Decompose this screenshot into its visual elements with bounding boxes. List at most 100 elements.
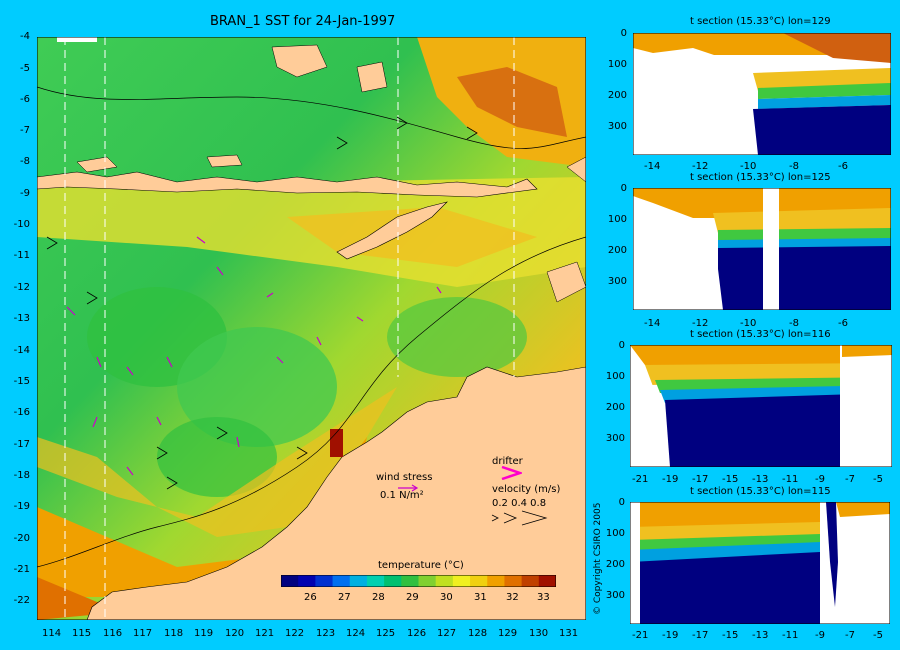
lon-label: 126	[407, 628, 427, 639]
depth-tick: 300	[607, 121, 627, 132]
lat-label: -18	[13, 470, 30, 481]
lon-label: 118	[164, 628, 184, 639]
colorbar-swatch	[435, 575, 454, 587]
depth-tick: 0	[618, 340, 625, 351]
lat-tick: -14	[644, 318, 661, 329]
depth-tick: 0	[620, 183, 627, 194]
depth-tick: 300	[607, 276, 627, 287]
lat-tick: -15	[722, 630, 739, 641]
lon-label: 129	[498, 628, 518, 639]
depth-tick: 300	[605, 433, 625, 444]
colorbar-tick: 27	[338, 592, 351, 603]
lat-label: -7	[20, 125, 30, 136]
lat-tick: -9	[815, 630, 825, 641]
sst-map	[37, 37, 586, 620]
lat-tick: -6	[838, 161, 848, 172]
lat-tick: -5	[873, 630, 883, 641]
lat-label: -5	[20, 63, 30, 74]
lat-tick: -15	[722, 474, 739, 485]
lat-tick: -5	[873, 474, 883, 485]
lat-label: -15	[13, 376, 30, 387]
lat-tick: -14	[644, 161, 661, 172]
depth-tick: 100	[607, 214, 627, 225]
depth-tick: 100	[605, 528, 625, 539]
copyright: © Copyright CSIRO 2005	[593, 502, 603, 615]
colorbar-tick: 31	[474, 592, 487, 603]
timor-island	[336, 201, 448, 260]
section-title-3: t section (15.33°C) lon=116	[690, 329, 831, 340]
section-panel-1	[633, 33, 891, 155]
velocity-values: 0.2 0.4 0.8	[492, 498, 547, 509]
lat-label: -6	[20, 94, 30, 105]
lat-tick: -21	[632, 474, 649, 485]
colorbar-tick: 29	[406, 592, 419, 603]
lat-label: -13	[13, 313, 30, 324]
colorbar-tick: 32	[506, 592, 519, 603]
colorbar	[281, 575, 556, 587]
lat-tick: -8	[789, 161, 799, 172]
colorbar-swatch	[452, 575, 471, 587]
drifter-label: drifter	[492, 456, 523, 467]
lon-label: 130	[529, 628, 549, 639]
lat-label: -8	[20, 156, 30, 167]
colorbar-swatch	[281, 575, 299, 587]
lat-tick: -19	[662, 474, 679, 485]
lon-label: 124	[346, 628, 366, 639]
section-panel-4	[630, 502, 890, 624]
lat-label: -19	[13, 501, 30, 512]
section-title-2: t section (15.33°C) lon=125	[690, 172, 831, 183]
drifter-arrow-icon	[501, 466, 522, 480]
lon-label: 116	[103, 628, 123, 639]
lat-tick: -13	[752, 474, 769, 485]
depth-tick: 200	[607, 245, 627, 256]
lon-label: 114	[42, 628, 62, 639]
island-chain	[37, 171, 538, 198]
lat-label: -12	[13, 282, 30, 293]
lat-tick: -13	[752, 630, 769, 641]
lat-label: -11	[13, 250, 30, 261]
section-panel-2	[633, 188, 891, 310]
lat-label: -4	[20, 31, 30, 42]
depth-tick: 0	[618, 497, 625, 508]
lat-tick: -6	[838, 318, 848, 329]
colorbar-swatch	[470, 575, 488, 587]
lon-label: 121	[255, 628, 275, 639]
colorbar-tick: 26	[304, 592, 317, 603]
lon-label: 122	[285, 628, 305, 639]
lat-label: -17	[13, 439, 30, 450]
lat-label: -16	[13, 407, 30, 418]
colorbar-swatch	[384, 575, 402, 587]
lat-label: -20	[13, 533, 30, 544]
lat-tick: -12	[692, 318, 709, 329]
lat-tick: -7	[845, 474, 855, 485]
colorbar-swatch	[538, 575, 556, 587]
map-title: BRAN_1 SST for 24-Jan-1997	[210, 14, 396, 29]
lat-tick: -8	[789, 318, 799, 329]
colorbar-swatch	[298, 575, 316, 587]
lat-tick: -10	[740, 318, 757, 329]
lat-label: -22	[13, 595, 30, 606]
lat-tick: -21	[632, 630, 649, 641]
lat-tick: -10	[740, 161, 757, 172]
lat-tick: -7	[845, 630, 855, 641]
colorbar-swatch	[521, 575, 540, 587]
lon-label: 120	[225, 628, 245, 639]
lat-label: -10	[13, 219, 30, 230]
lat-label: -14	[13, 345, 30, 356]
colorbar-tick: 28	[372, 592, 385, 603]
colorbar-swatch	[418, 575, 437, 587]
lon-label: 119	[194, 628, 214, 639]
lat-tick: -17	[692, 474, 709, 485]
depth-tick: 100	[607, 59, 627, 70]
lon-label: 128	[468, 628, 488, 639]
wind-stress-arrow-icon	[398, 484, 419, 492]
colorbar-swatch	[401, 575, 419, 587]
colorbar-swatch	[332, 575, 351, 587]
colorbar-swatch	[504, 575, 523, 587]
lon-label: 117	[133, 628, 153, 639]
colorbar-swatch	[349, 575, 368, 587]
depth-tick: 200	[607, 90, 627, 101]
depth-tick: 200	[605, 559, 625, 570]
lat-tick: -11	[782, 630, 799, 641]
colorbar-title: temperature (°C)	[378, 560, 464, 571]
